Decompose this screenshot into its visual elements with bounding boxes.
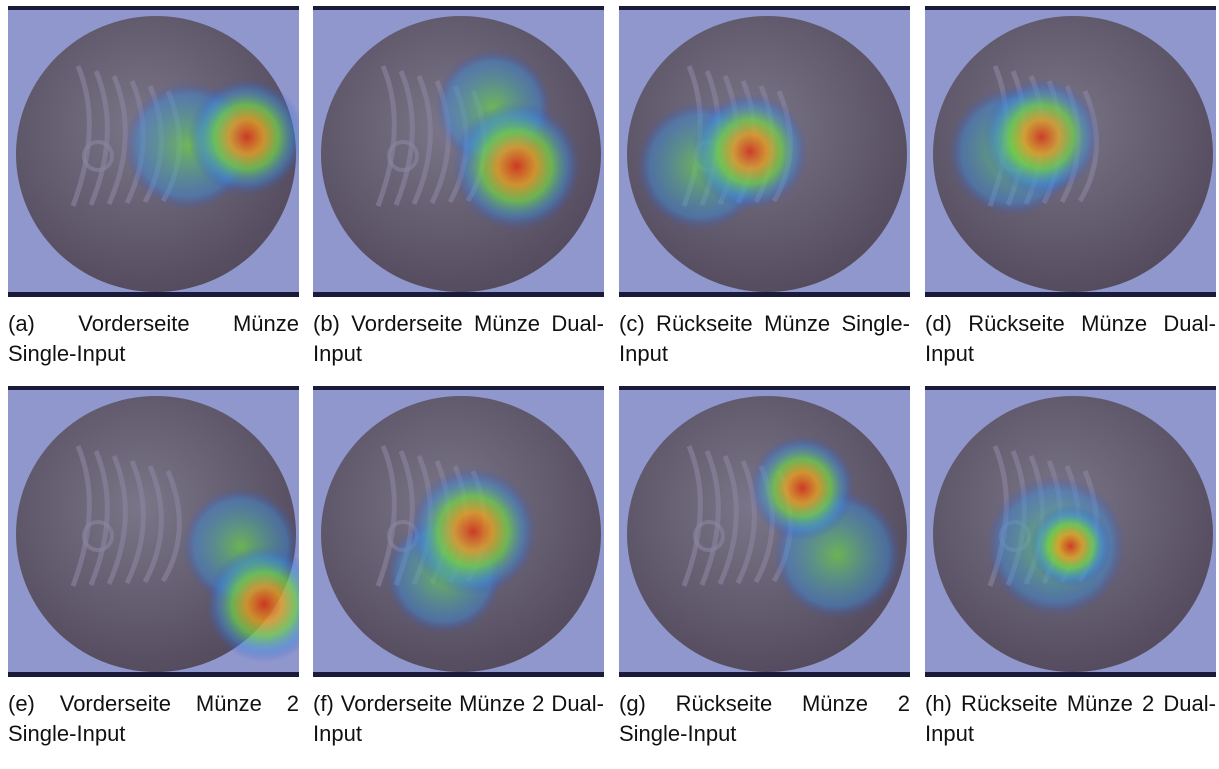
caption: (h) Rückseite Münze 2 Dual-Input xyxy=(925,689,1216,749)
heatmap-image xyxy=(8,386,299,677)
page: (a) Vorderseite Münze Single-Input(b) Vo… xyxy=(0,0,1219,769)
caption: (f) Vorderseite Münze 2 Dual-Input xyxy=(313,689,604,749)
panel: (e) Vorderseite Münze 2 Single-Input xyxy=(8,386,299,749)
caption: (c) Rückseite Münze Single-Input xyxy=(619,309,910,369)
heatmap-image xyxy=(313,6,604,297)
heatmap-image xyxy=(925,6,1216,297)
panel: (b) Vorderseite Münze Dual-Input xyxy=(313,6,604,369)
panel: (f) Vorderseite Münze 2 Dual-Input xyxy=(313,386,604,749)
caption: (g) Rückseite Münze 2 Single-Input xyxy=(619,689,910,749)
panel: (h) Rückseite Münze 2 Dual-Input xyxy=(925,386,1216,749)
panel: (c) Rückseite Münze Single-Input xyxy=(619,6,910,369)
caption: (b) Vorderseite Münze Dual-Input xyxy=(313,309,604,369)
heatmap-image xyxy=(619,6,910,297)
panel: (a) Vorderseite Münze Single-Input xyxy=(8,6,299,369)
caption: (a) Vorderseite Münze Single-Input xyxy=(8,309,299,369)
heatmap-image xyxy=(925,386,1216,677)
panel: (d) Rückseite Münze Dual-Input xyxy=(925,6,1216,369)
panel: (g) Rückseite Münze 2 Single-Input xyxy=(619,386,910,749)
caption: (d) Rückseite Münze Dual-Input xyxy=(925,309,1216,369)
heatmap-image xyxy=(619,386,910,677)
heatmap-image xyxy=(8,6,299,297)
heatmap-image xyxy=(313,386,604,677)
caption: (e) Vorderseite Münze 2 Single-Input xyxy=(8,689,299,749)
